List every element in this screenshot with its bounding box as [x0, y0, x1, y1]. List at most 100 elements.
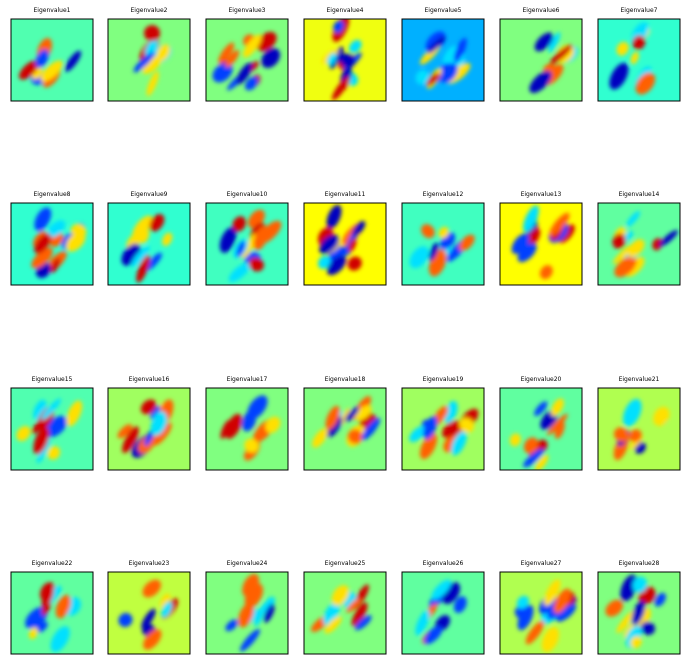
blob	[453, 596, 467, 613]
blob	[540, 265, 553, 280]
image-frame	[401, 202, 485, 286]
pattern	[225, 573, 276, 652]
panel-title: Eigenvalue7	[621, 7, 658, 14]
blob	[143, 629, 162, 650]
blob	[534, 401, 548, 417]
blob	[517, 604, 534, 631]
panel-title: Eigenvalue11	[325, 191, 366, 198]
blob	[333, 20, 345, 34]
blob	[326, 255, 347, 276]
blob	[16, 425, 31, 442]
blob	[40, 60, 63, 82]
blob	[65, 231, 86, 252]
blob	[152, 422, 172, 446]
panel-title: Eigenvalue6	[523, 7, 560, 14]
blob	[534, 454, 549, 470]
image-frame	[205, 571, 289, 655]
blob	[355, 405, 372, 421]
blob	[556, 603, 577, 622]
panel-title: Eigenvalue5	[425, 7, 462, 14]
blob	[144, 39, 158, 57]
blob	[236, 62, 253, 85]
blob	[325, 405, 340, 430]
image-frame	[499, 202, 583, 286]
blob	[351, 221, 366, 237]
pattern	[311, 584, 372, 634]
blob	[47, 446, 61, 460]
blob	[431, 579, 452, 600]
blob	[443, 400, 458, 424]
blob	[150, 411, 168, 436]
blob	[142, 55, 162, 74]
image-frame	[499, 571, 583, 655]
blob	[265, 416, 281, 434]
pattern	[409, 400, 479, 460]
eigen-image	[108, 572, 190, 654]
image-frame	[107, 387, 191, 471]
pattern	[118, 579, 178, 650]
blob	[133, 51, 155, 73]
blob	[626, 211, 641, 227]
panel-title: Eigenvalue21	[619, 376, 660, 383]
panel-title: Eigenvalue2	[131, 7, 168, 14]
blob	[256, 31, 277, 52]
blob	[612, 244, 633, 265]
blob	[34, 233, 52, 254]
blob	[612, 233, 626, 249]
blob	[534, 32, 554, 52]
blob	[605, 599, 623, 617]
blob	[622, 398, 642, 427]
image-frame	[303, 18, 387, 102]
blob	[263, 603, 275, 623]
eigen-image	[500, 203, 582, 285]
blob	[616, 41, 629, 56]
eigen-image	[11, 388, 93, 470]
blob	[225, 413, 242, 439]
blob	[248, 257, 264, 272]
blob	[331, 585, 350, 606]
blob	[228, 262, 251, 282]
image-background	[11, 19, 93, 101]
blob	[628, 429, 642, 443]
eigen-image	[598, 203, 680, 285]
blob	[225, 619, 238, 632]
blob	[653, 406, 670, 426]
eigen-image	[11, 203, 93, 285]
eigen-image	[108, 203, 190, 285]
blob	[247, 395, 268, 420]
blob	[118, 613, 133, 627]
blob	[318, 255, 331, 269]
pattern	[121, 214, 173, 283]
blob	[348, 238, 357, 252]
eigen-image	[402, 19, 484, 101]
blob	[312, 428, 328, 448]
image-frame	[10, 387, 94, 471]
blob	[326, 416, 343, 438]
pattern	[220, 395, 281, 461]
blob	[424, 625, 443, 645]
blob	[253, 225, 269, 251]
panel-title: Eigenvalue24	[227, 560, 268, 567]
blob	[517, 242, 537, 263]
blob	[428, 242, 439, 261]
eigen-image	[108, 19, 190, 101]
pattern	[509, 398, 568, 470]
image-frame	[401, 18, 485, 102]
blob	[509, 433, 521, 447]
blob	[426, 72, 441, 86]
blob	[41, 586, 54, 609]
panel-title: Eigenvalue20	[521, 376, 562, 383]
blob	[117, 424, 133, 439]
image-background	[304, 572, 386, 654]
blob	[640, 621, 655, 635]
blob	[245, 76, 259, 91]
blob	[122, 426, 139, 454]
blob	[442, 45, 458, 65]
blob	[36, 438, 51, 464]
blob	[553, 588, 571, 614]
image-frame	[303, 571, 387, 655]
pattern	[16, 398, 83, 464]
eigen-image	[11, 19, 93, 101]
blob	[344, 406, 360, 422]
image-frame	[499, 387, 583, 471]
